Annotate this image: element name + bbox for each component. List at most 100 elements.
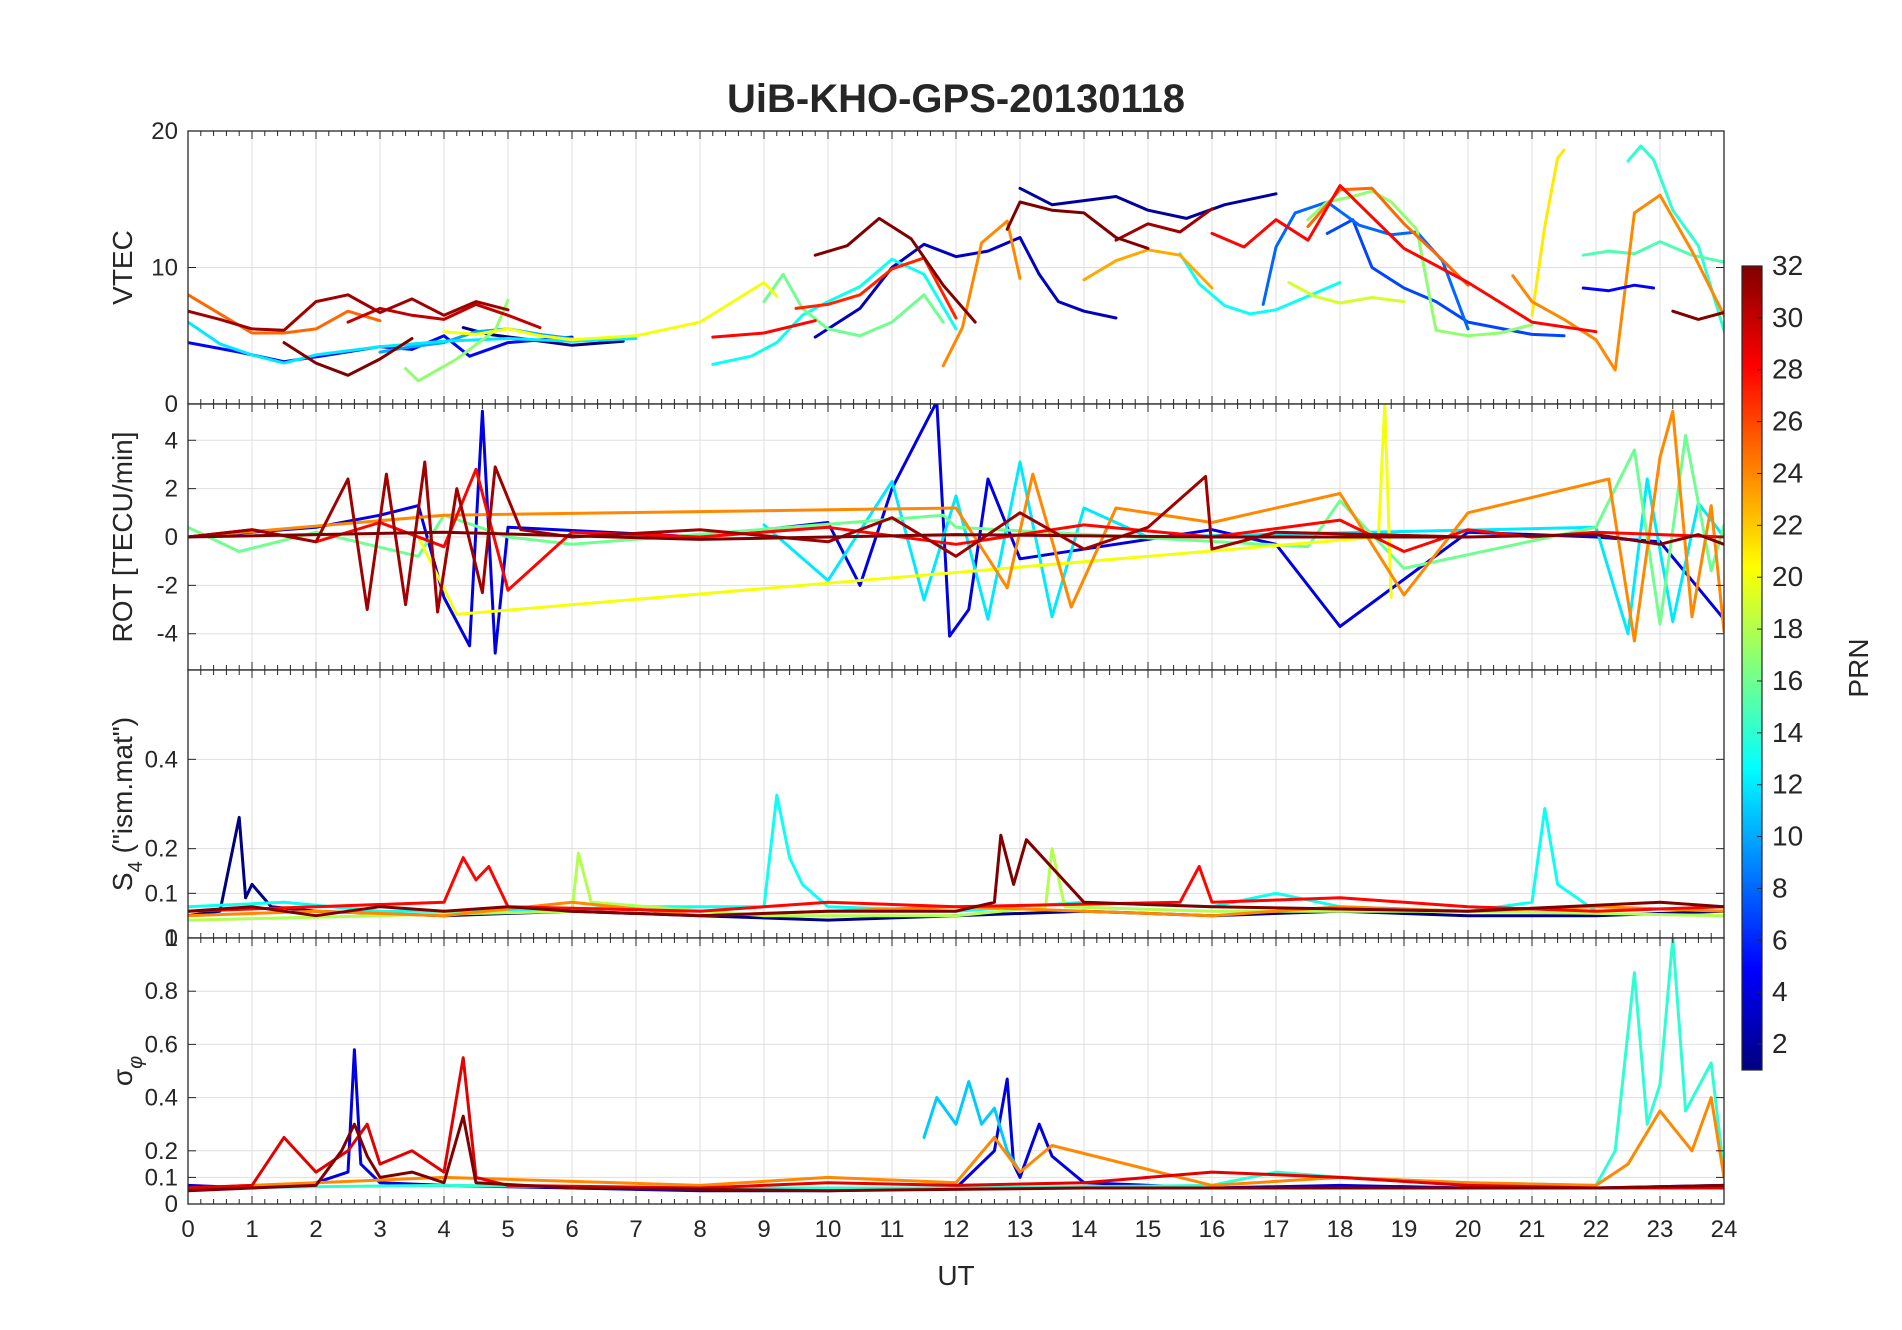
x-tick-label: 4 [437, 1216, 450, 1243]
colorbar-gradient [1741, 265, 1763, 1071]
y-tick-label: 0.1 [145, 1164, 178, 1191]
colorbar-tick-label: 32 [1772, 250, 1803, 281]
y-tick-label: 20 [151, 118, 178, 145]
colorbar-tick-label: 30 [1772, 302, 1803, 333]
series-line-prn-14 [1626, 144, 1724, 332]
x-tick-label: 12 [943, 1216, 970, 1243]
panel-vtec: 10 20 VTEC [107, 118, 1725, 405]
x-tick-label: 17 [1263, 1216, 1290, 1243]
y-axis-label: VTEC [107, 230, 138, 305]
series-line-prn-13 [1178, 252, 1342, 316]
x-tick-label: 23 [1647, 1216, 1674, 1243]
x-tick-label: 3 [373, 1216, 386, 1243]
y-axis-label: ROT [TECU/min] [107, 431, 138, 642]
series-line-prn-20 [442, 281, 779, 342]
series-line-prn-28 [711, 319, 817, 339]
series-line-prn-25 [188, 293, 382, 335]
series-line-prn-32 [813, 216, 977, 324]
series-line-prn-19 [1287, 281, 1406, 305]
y-tick-label: 0.6 [145, 1031, 178, 1058]
series-group [188, 793, 1724, 922]
x-tick-label: 9 [757, 1216, 770, 1243]
series-line-prn-31 [188, 293, 510, 332]
y-tick-label: -4 [157, 621, 178, 648]
colorbar-tick-label: 10 [1772, 821, 1803, 852]
panel-rot: -4 -2 0 2 4 0 ROT [TECU/min] [107, 391, 1725, 671]
y-axis-label: σφ [107, 1056, 147, 1086]
y-tick-label: 2 [165, 476, 178, 503]
y-tick-label: 4 [165, 427, 178, 454]
colorbar-tick-label: 4 [1772, 976, 1788, 1007]
y-axis-label: S4 ("ism.mat") [107, 717, 147, 891]
x-tick-label: 13 [1007, 1216, 1034, 1243]
series-line-prn-32 [1005, 200, 1150, 250]
series-line-prn-7 [1325, 218, 1566, 338]
x-tick-label: 10 [815, 1216, 842, 1243]
series-line-prn-32 [1671, 309, 1724, 321]
series-line-prn-2 [1018, 186, 1278, 220]
y-tick-label: -2 [157, 572, 178, 599]
x-tick-label: 2 [309, 1216, 322, 1243]
series-line-prn-17 [1306, 189, 1534, 338]
x-tick-label: 20 [1455, 1216, 1482, 1243]
series-line-prn-24 [1511, 193, 1724, 372]
colorbar-tick-label: 18 [1772, 613, 1803, 644]
y-tick-label: 0.4 [145, 1085, 178, 1112]
x-tick-label: 19 [1391, 1216, 1418, 1243]
colorbar-tick-label: 28 [1772, 354, 1803, 385]
series-group [188, 938, 1724, 1193]
series-line-prn-24 [188, 409, 1724, 643]
colorbar-tick-label: 26 [1772, 406, 1803, 437]
y-tick-label: 1 [165, 925, 178, 952]
y-tick-label: 0 [165, 524, 178, 551]
x-tick-label: 0 [181, 1216, 194, 1243]
series-line-prn-28 [1210, 184, 1598, 334]
series-line-prn-15 [1581, 240, 1724, 264]
y-tick-label: 0 [165, 925, 178, 952]
series-line-prn-32 [188, 1114, 1724, 1193]
series-line-prn-11 [922, 1080, 1022, 1174]
grid-lines [187, 404, 1725, 670]
series-line-prn-16 [762, 272, 945, 338]
series-line-prn-31 [1114, 207, 1214, 242]
x-axis-label: UT [937, 1260, 974, 1291]
series-line-prn-12 [188, 320, 638, 365]
y-tick-label: 0.1 [145, 880, 178, 907]
series-line-prn-24 [188, 1096, 1724, 1190]
x-tick-label: 16 [1199, 1216, 1226, 1243]
series-line-prn-32 [188, 833, 1724, 918]
series-line-prn-30 [346, 302, 542, 330]
x-tick-label: 5 [501, 1216, 514, 1243]
colorbar-tick-label: 24 [1772, 457, 1803, 488]
y-tick-label: 10 [151, 255, 178, 282]
series-line-prn-27 [794, 256, 958, 320]
colorbar-tick-label: 6 [1772, 924, 1788, 955]
tick-marks [187, 404, 1725, 670]
colorbar-tick-label: 2 [1772, 1028, 1788, 1059]
colorbar-tick-label: 14 [1772, 717, 1803, 748]
x-tick-label: 24 [1711, 1216, 1738, 1243]
panel-s4: 0.1 0.2 0.4 0 S4 ("ism.mat") [107, 669, 1725, 952]
x-tick-label: 21 [1519, 1216, 1546, 1243]
x-tick-label: 8 [693, 1216, 706, 1243]
x-tick-label: 18 [1327, 1216, 1354, 1243]
colorbar-tick-label: 22 [1772, 509, 1803, 540]
y-tick-label: 0 [165, 1191, 178, 1218]
series-line-prn-31 [188, 460, 1470, 614]
series-group [188, 404, 1724, 655]
colorbar-tick-label: 16 [1772, 665, 1803, 696]
series-line-prn-32 [188, 530, 1724, 546]
x-tick-label: 14 [1071, 1216, 1098, 1243]
x-tick-label: 6 [565, 1216, 578, 1243]
tick-marks [187, 670, 1725, 938]
series-line-prn-5 [1581, 283, 1656, 293]
x-tick-label: 7 [629, 1216, 642, 1243]
series-line-prn-24 [941, 219, 1022, 368]
series-line-prn-32 [282, 337, 414, 377]
y-tick-label: 0.4 [145, 746, 178, 773]
series-line-prn-3 [813, 236, 1118, 339]
